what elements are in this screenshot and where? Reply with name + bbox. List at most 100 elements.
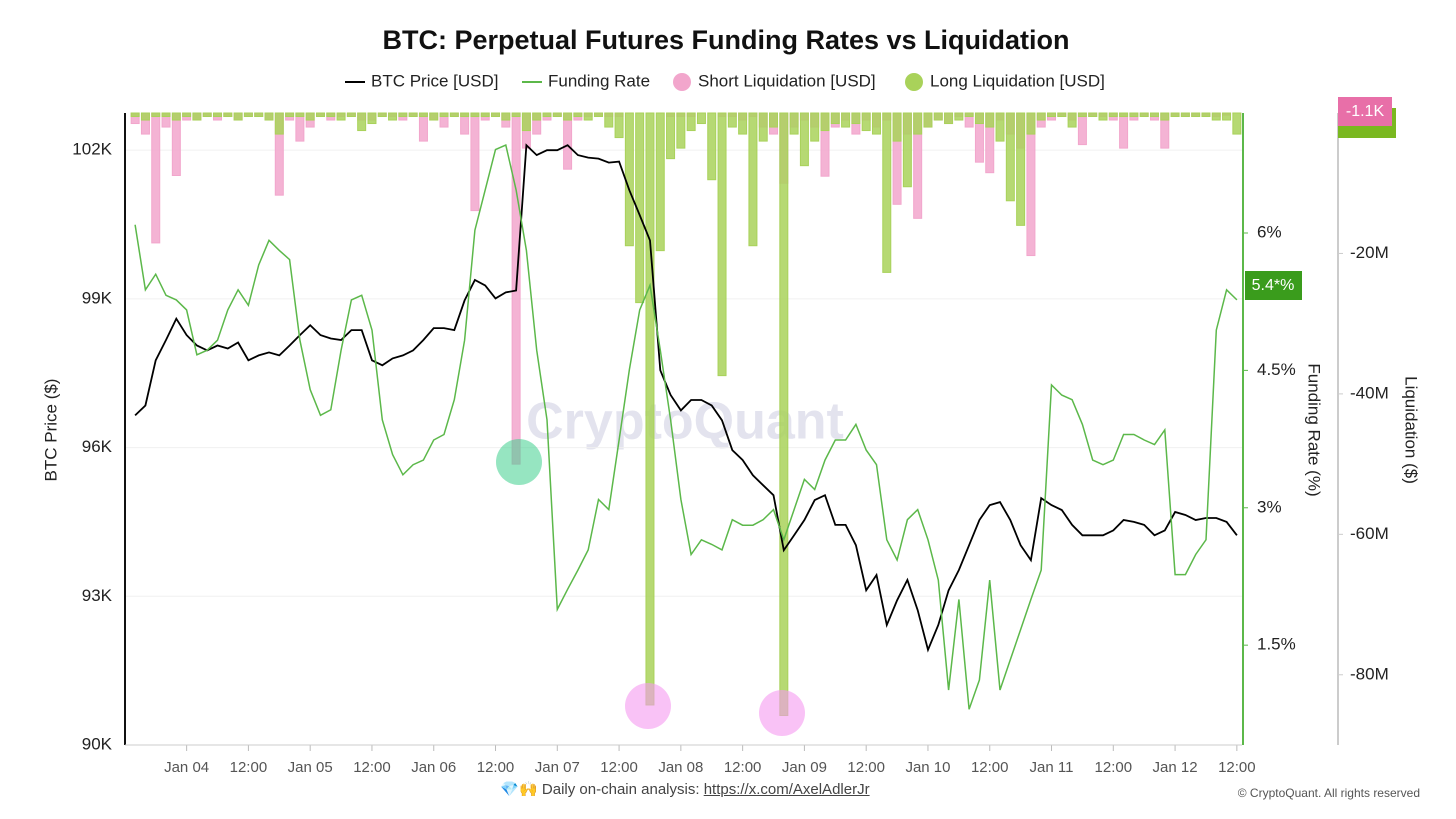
footer: 💎🙌 Daily on-chain analysis: https://x.co… — [0, 780, 1370, 798]
value-badge — [1338, 97, 1392, 126]
liquidation-bar — [326, 112, 336, 118]
liquidation-bar — [799, 112, 809, 167]
liquidation-bar — [532, 112, 542, 121]
x-tick-label: 12:00 — [1218, 759, 1256, 776]
liquidation-bar — [511, 112, 521, 118]
footer-text: 💎🙌 Daily on-chain analysis: — [500, 781, 700, 798]
y3-tick-label: -60M — [1350, 524, 1389, 543]
liquidation-bar — [233, 112, 243, 121]
x-tick-label: 12:00 — [847, 759, 885, 776]
liquidation-bar — [882, 112, 892, 273]
y3-tick-label: -80M — [1350, 664, 1389, 683]
liquidation-bar — [1119, 112, 1129, 118]
liquidation-bar — [542, 112, 552, 118]
y2-tick-label: 3% — [1257, 497, 1282, 516]
legend-swatch — [905, 73, 923, 91]
liquidation-bar — [655, 112, 665, 252]
x-tick-label: Jan 10 — [905, 759, 950, 776]
liquidation-bar — [1119, 112, 1129, 149]
liquidation-bar — [974, 112, 984, 125]
liquidation-bar — [388, 112, 398, 121]
liquidation-bar — [583, 112, 593, 121]
liquidation-bar — [418, 112, 428, 142]
liquidation-bar — [480, 112, 490, 118]
liquidation-bar — [491, 112, 501, 118]
liquidation-bar — [624, 112, 634, 247]
liquidation-bar — [933, 112, 943, 121]
liquidation-bar — [820, 112, 830, 132]
liquidation-bar — [223, 112, 233, 118]
liquidation-bar — [552, 112, 562, 118]
liquidation-bar — [285, 112, 295, 118]
liquidation-bar — [810, 112, 820, 142]
liquidation-bar — [470, 112, 480, 212]
liquidation-bar — [202, 112, 212, 118]
liquidation-bar — [357, 112, 367, 132]
liquidation-bar — [944, 112, 954, 125]
y3-tick-label: -20M — [1350, 243, 1389, 262]
liquidation-bar — [501, 112, 511, 121]
liquidation-bar — [985, 112, 995, 128]
footer-link[interactable]: https://x.com/AxelAdlerJr — [703, 781, 870, 798]
liquidation-bar — [841, 112, 851, 128]
y-tick-label: 96K — [82, 437, 113, 456]
liquidation-bar — [676, 112, 686, 149]
liquidation-bar — [1047, 112, 1057, 118]
last-short-label: -1.1K — [1346, 103, 1385, 120]
legend-swatch — [673, 73, 691, 91]
liquidation-bar — [851, 112, 861, 125]
liquidation-bar — [830, 112, 840, 125]
liquidation-bar — [563, 112, 573, 121]
x-tick-label: Jan 09 — [782, 759, 827, 776]
last-funding-label: 5.4*% — [1252, 277, 1295, 294]
liquidation-bar — [748, 112, 758, 247]
liquidation-bar — [779, 112, 789, 717]
liquidation-bar — [1108, 112, 1118, 118]
liquidation-bar — [521, 112, 531, 132]
x-tick-label: Jan 04 — [164, 759, 209, 776]
liquidation-bar — [429, 112, 439, 121]
liquidation-bar — [315, 112, 325, 118]
liquidation-bar — [171, 112, 181, 176]
liquidation-bar — [923, 112, 933, 128]
y2-axis-label: Funding Rate (%) — [1305, 363, 1324, 496]
x-tick-label: Jan 06 — [411, 759, 456, 776]
liquidation-bar — [305, 112, 315, 121]
liquidation-bar — [460, 112, 470, 118]
liquidation-bar — [563, 112, 573, 170]
liquidation-bar — [1191, 112, 1201, 118]
liquidation-bar — [738, 112, 748, 135]
lines — [134, 143, 1238, 710]
value-badge — [1245, 271, 1302, 300]
liquidation-bar — [593, 112, 603, 118]
x-tick-label: Jan 07 — [535, 759, 580, 776]
liquidation-bar — [213, 112, 223, 118]
y-tick-label: 99K — [82, 288, 113, 307]
liquidation-bar — [1129, 112, 1139, 118]
x-tick-label: Jan 11 — [1030, 759, 1074, 776]
highlight — [496, 439, 542, 485]
liquidation-bar — [243, 112, 253, 118]
liquidation-bar — [1016, 112, 1026, 226]
liquidation-bar — [758, 112, 768, 142]
liquidation-bar — [295, 112, 305, 142]
liquidation-bar — [161, 112, 171, 118]
liquidation-bar — [1088, 112, 1098, 118]
x-tick-label: 12:00 — [1095, 759, 1133, 776]
x-tick-label: 12:00 — [230, 759, 268, 776]
liquidation-bar — [1077, 112, 1087, 118]
legend-label: Long Liquidation [USD] — [930, 71, 1105, 90]
liquidation-bar — [1201, 112, 1211, 118]
liquidation-bar — [892, 112, 902, 142]
liquidation-bar — [130, 112, 140, 118]
liquidation-bar — [954, 112, 964, 121]
liquidation-bar — [666, 112, 676, 160]
y2-tick-label: 6% — [1257, 222, 1282, 241]
watermark: CryptoQuant — [526, 393, 844, 451]
liquidation-bar — [192, 112, 202, 121]
series-line — [134, 143, 1238, 653]
liquidation-bar — [717, 112, 727, 377]
liquidation-bar — [573, 112, 583, 118]
liquidation-bar — [151, 112, 161, 118]
liquidation-bar — [1232, 112, 1242, 135]
